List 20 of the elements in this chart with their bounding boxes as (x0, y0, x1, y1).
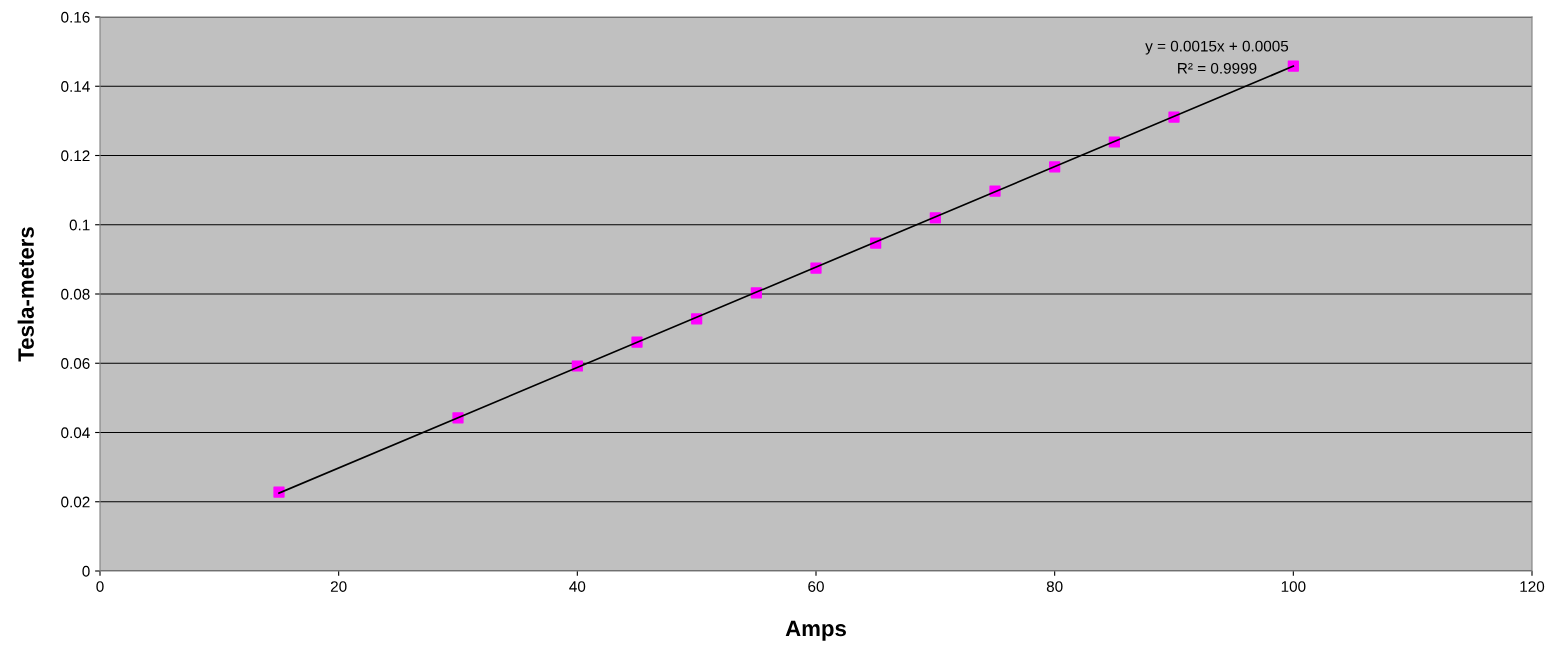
x-tick-label: 20 (330, 581, 347, 592)
x-tick-label: 80 (1046, 581, 1063, 592)
y-tick-label: 0.04 (61, 427, 90, 439)
y-tick-label: 0.08 (61, 288, 90, 300)
annotation: y = 0.0015x + 0.0005 (1145, 40, 1289, 55)
x-axis-title: Amps (785, 620, 846, 641)
y-tick-label: 0 (82, 565, 90, 577)
x-tick-label: 40 (569, 581, 586, 592)
y-axis-title: Tesla-meters (17, 227, 34, 362)
x-tick-label: 120 (1520, 581, 1545, 592)
y-tick-label: 0.14 (61, 81, 90, 92)
y-tick-label: 0.12 (61, 150, 90, 162)
y-tick-label: 0.16 (61, 11, 90, 23)
x-tick-label: 0 (96, 581, 104, 592)
annotation: R² = 0.9999 (1178, 62, 1257, 74)
x-tick-label: 60 (808, 581, 824, 592)
x-tick-label: 100 (1281, 581, 1306, 592)
y-tick-label: 0.02 (61, 496, 90, 508)
y-tick-label: 0.1 (69, 219, 90, 231)
y-tick-label: 0.06 (61, 358, 90, 369)
